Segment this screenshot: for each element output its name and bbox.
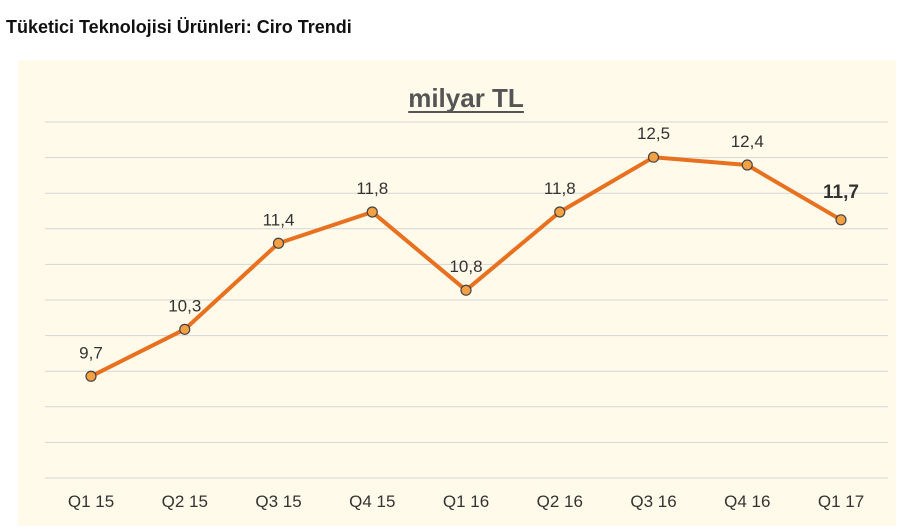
data-label: 9,7 xyxy=(79,343,103,362)
x-tick-label: Q4 16 xyxy=(724,492,770,511)
x-tick-label: Q2 15 xyxy=(162,492,208,511)
chart-title: milyar TL xyxy=(408,83,524,113)
data-label: 11,8 xyxy=(356,179,388,198)
x-tick-label: Q2 16 xyxy=(537,492,583,511)
data-point xyxy=(366,206,378,218)
x-tick-label: Q1 17 xyxy=(818,492,864,511)
data-point xyxy=(85,370,97,382)
data-point xyxy=(741,159,753,171)
data-label: 12,5 xyxy=(637,124,670,143)
x-tick-label: Q1 15 xyxy=(68,492,114,511)
data-label: 10,8 xyxy=(449,257,482,276)
x-tick-label: Q1 16 xyxy=(443,492,489,511)
x-tick-label: Q4 15 xyxy=(349,492,395,511)
data-labels: 9,7 10,3 11,4 11,8 10,8 11,8 12,5 12,4 11,7 xyxy=(79,124,859,362)
data-label: 10,3 xyxy=(168,296,201,315)
data-point xyxy=(460,284,472,296)
data-label: 11,4 xyxy=(263,210,295,229)
chart-panel xyxy=(18,60,896,526)
data-label: 11,7 xyxy=(823,182,859,203)
x-tick-label: Q3 16 xyxy=(630,492,676,511)
gridlines xyxy=(45,121,888,479)
data-point xyxy=(835,214,847,226)
x-tick-label: Q3 15 xyxy=(255,492,301,511)
data-label: 11,8 xyxy=(544,179,576,198)
data-point xyxy=(554,206,566,218)
data-markers xyxy=(85,151,847,382)
data-point xyxy=(647,151,660,163)
data-point xyxy=(179,323,191,335)
data-label: 12,4 xyxy=(731,132,764,151)
page-title: Tüketici Teknolojisi Ürünleri: Ciro Tren… xyxy=(6,17,352,37)
data-point xyxy=(272,237,285,249)
x-axis-ticks: Q1 15 Q2 15 Q3 15 Q4 15 Q1 16 Q2 16 Q3 16 Q4 16… xyxy=(68,492,864,511)
